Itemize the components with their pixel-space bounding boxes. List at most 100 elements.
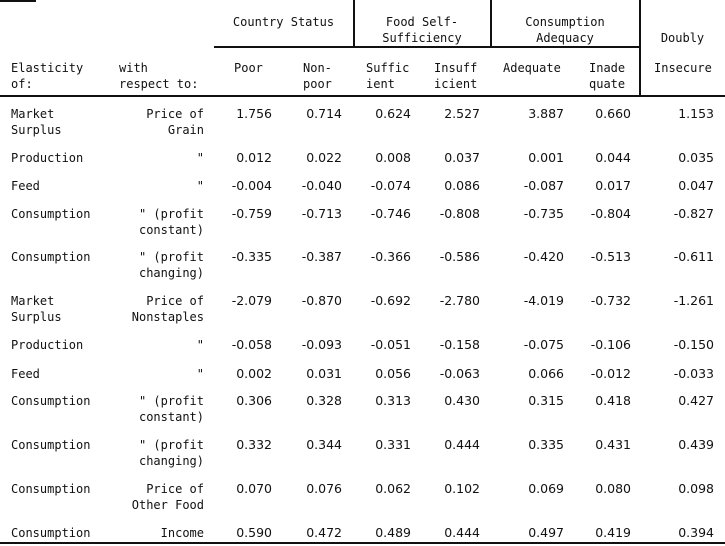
- table-cell-value: -0.586: [439, 249, 480, 264]
- header-col-sufficient: Suffic ient: [366, 61, 410, 91]
- row-elasticity-label: Consumption: [11, 482, 91, 496]
- row-elasticity-label: Feed: [11, 367, 40, 381]
- group-header-country-status: Country Status: [232, 15, 335, 29]
- table-cell-value: 0.331: [375, 437, 411, 452]
- table-cell-value: 0.062: [375, 481, 411, 496]
- row-elasticity-label: Feed: [11, 179, 40, 193]
- header-col-poor: Poor: [234, 61, 263, 75]
- table-cell-value: -0.735: [523, 206, 564, 221]
- table-cell-value: 0.714: [306, 106, 342, 121]
- header-with-respect-to: with respect to:: [119, 61, 199, 91]
- table-cell-value: 0.328: [306, 393, 342, 408]
- table-cell-value: 0.439: [678, 437, 714, 452]
- table-cell-value: -0.150: [673, 337, 714, 352]
- column-header-rule: [0, 95, 725, 97]
- row-elasticity-label: Consumption: [11, 438, 91, 452]
- table-cell-value: -0.058: [231, 337, 272, 352]
- divider-country-food: [353, 0, 355, 46]
- table-cell-value: 0.306: [236, 393, 272, 408]
- table-cell-value: 0.660: [595, 106, 631, 121]
- table-cell-value: -0.012: [590, 366, 631, 381]
- table-cell-value: -0.158: [439, 337, 480, 352]
- row-respect-label: " (profit constant): [138, 394, 204, 424]
- table-cell-value: 0.427: [678, 393, 714, 408]
- header-col-adequate: Adequate: [503, 61, 561, 75]
- row-respect-label: Price of Nonstaples: [131, 294, 204, 324]
- group-header-consumption-adequacy: Consumption Adequacy: [525, 15, 605, 45]
- divider-consumption-doubly: [639, 0, 641, 96]
- top-rule-short: [0, 0, 36, 2]
- table-cell-value: 0.012: [236, 150, 272, 165]
- table-cell-value: 0.315: [528, 393, 564, 408]
- table-cell-value: -0.004: [231, 178, 272, 193]
- row-respect-label: ": [196, 367, 204, 381]
- table-cell-value: 0.086: [444, 178, 480, 193]
- table-cell-value: -0.746: [370, 206, 411, 221]
- table-cell-value: -0.732: [590, 293, 631, 308]
- table-cell-value: 0.098: [678, 481, 714, 496]
- table-cell-value: -0.387: [301, 249, 342, 264]
- table-cell-value: -0.759: [231, 206, 272, 221]
- table-cell-value: 0.431: [595, 437, 631, 452]
- table-cell-value: 0.444: [444, 525, 480, 540]
- table-cell-value: 0.335: [528, 437, 564, 452]
- row-respect-label: Income: [160, 526, 204, 540]
- bottom-rule: [0, 542, 725, 544]
- divider-food-consumption: [490, 0, 492, 46]
- table-cell-value: -2.780: [439, 293, 480, 308]
- table-cell-value: -0.063: [439, 366, 480, 381]
- table-cell-value: 0.076: [306, 481, 342, 496]
- table-cell-value: -1.261: [673, 293, 714, 308]
- table-cell-value: -0.051: [370, 337, 411, 352]
- table-cell-value: 0.069: [528, 481, 564, 496]
- table-cell-value: 0.047: [678, 178, 714, 193]
- table-cell-value: -0.804: [590, 206, 631, 221]
- row-respect-label: ": [196, 179, 204, 193]
- header-col-insecure: Insecure: [654, 61, 712, 75]
- header-elasticity-of: Elasticity of:: [11, 61, 84, 91]
- table-cell-value: 0.497: [528, 525, 564, 540]
- table-cell-value: -4.019: [523, 293, 564, 308]
- table-cell-value: 0.489: [375, 525, 411, 540]
- row-elasticity-label: Consumption: [11, 207, 91, 221]
- table-cell-value: -0.420: [523, 249, 564, 264]
- table-cell-value: 0.080: [595, 481, 631, 496]
- table-cell-value: -0.611: [673, 249, 714, 264]
- table-cell-value: 0.008: [375, 150, 411, 165]
- table-cell-value: 0.590: [236, 525, 272, 540]
- table-cell-value: 1.153: [678, 106, 714, 121]
- row-elasticity-label: Production: [11, 151, 84, 165]
- table-cell-value: -0.692: [370, 293, 411, 308]
- table-cell-value: -0.093: [301, 337, 342, 352]
- table-cell-value: 1.756: [236, 106, 272, 121]
- table-cell-value: 0.035: [678, 150, 714, 165]
- table-cell-value: 0.066: [528, 366, 564, 381]
- header-col-nonpoor: Non- poor: [303, 61, 332, 91]
- row-elasticity-label: Market Surplus: [11, 294, 62, 324]
- table-cell-value: -0.033: [673, 366, 714, 381]
- group-header-doubly: Doubly: [660, 31, 705, 45]
- table-cell-value: -0.713: [301, 206, 342, 221]
- header-col-insufficient: Insuff icient: [434, 61, 478, 91]
- table-cell-value: 0.313: [375, 393, 411, 408]
- table-cell-value: 0.102: [444, 481, 480, 496]
- table-cell-value: -0.074: [370, 178, 411, 193]
- table-cell-value: -0.366: [370, 249, 411, 264]
- table-cell-value: -0.106: [590, 337, 631, 352]
- table-cell-value: 0.037: [444, 150, 480, 165]
- table-cell-value: -2.079: [231, 293, 272, 308]
- table-cell-value: 0.444: [444, 437, 480, 452]
- table-cell-value: 2.527: [444, 106, 480, 121]
- table-cell-value: 0.022: [306, 150, 342, 165]
- row-elasticity-label: Consumption: [11, 250, 91, 264]
- row-respect-label: Price of Other Food: [131, 482, 204, 512]
- table-cell-value: 0.430: [444, 393, 480, 408]
- table-cell-value: 0.017: [595, 178, 631, 193]
- header-col-inadequate: Inade quate: [589, 61, 626, 91]
- table-cell-value: -0.335: [231, 249, 272, 264]
- table-cell-value: 0.002: [236, 366, 272, 381]
- table-cell-value: 0.418: [595, 393, 631, 408]
- row-respect-label: " (profit changing): [138, 250, 204, 280]
- table-cell-value: 0.344: [306, 437, 342, 452]
- table-cell-value: -0.808: [439, 206, 480, 221]
